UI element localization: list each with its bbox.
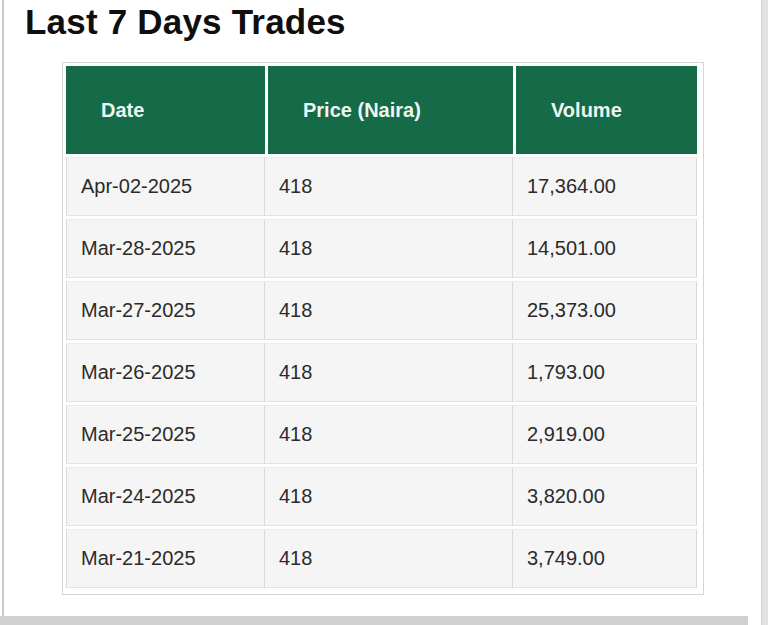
bottom-divider [0, 616, 748, 625]
cell-volume: 3,749.00 [513, 529, 697, 588]
cell-volume: 14,501.00 [513, 219, 697, 278]
table-row: Mar-27-202541825,373.00 [66, 281, 697, 340]
cell-date: Mar-24-2025 [66, 467, 265, 526]
table-row: Mar-25-20254182,919.00 [66, 405, 697, 464]
cell-price: 418 [265, 467, 513, 526]
table-row: Mar-24-20254183,820.00 [66, 467, 697, 526]
cell-volume: 1,793.00 [513, 343, 697, 402]
trades-table-body: Apr-02-202541817,364.00Mar-28-202541814,… [66, 157, 697, 588]
cell-date: Mar-26-2025 [66, 343, 265, 402]
cell-price: 418 [265, 157, 513, 216]
cell-volume: 25,373.00 [513, 281, 697, 340]
header-row: Date Price (Naira) Volume [66, 66, 697, 154]
cell-price: 418 [265, 405, 513, 464]
table-row: Mar-26-20254181,793.00 [66, 343, 697, 402]
column-header-volume: Volume [513, 66, 697, 154]
table-row: Mar-28-202541814,501.00 [66, 219, 697, 278]
vertical-scrollbar[interactable] [761, 0, 768, 625]
trades-table: Date Price (Naira) Volume Apr-02-2025418… [66, 63, 697, 591]
page-title: Last 7 Days Trades [25, 2, 346, 42]
cell-date: Mar-21-2025 [66, 529, 265, 588]
cell-date: Mar-28-2025 [66, 219, 265, 278]
column-header-price: Price (Naira) [265, 66, 513, 154]
cell-volume: 3,820.00 [513, 467, 697, 526]
cell-price: 418 [265, 343, 513, 402]
table-row: Mar-21-20254183,749.00 [66, 529, 697, 588]
trades-table-header: Date Price (Naira) Volume [66, 66, 697, 154]
cell-price: 418 [265, 281, 513, 340]
cell-price: 418 [265, 219, 513, 278]
left-edge-divider [2, 0, 4, 625]
cell-volume: 17,364.00 [513, 157, 697, 216]
cell-volume: 2,919.00 [513, 405, 697, 464]
cell-date: Mar-25-2025 [66, 405, 265, 464]
page: Last 7 Days Trades Date Price (Naira) Vo… [0, 0, 768, 625]
cell-date: Mar-27-2025 [66, 281, 265, 340]
table-row: Apr-02-202541817,364.00 [66, 157, 697, 216]
column-header-date: Date [66, 66, 265, 154]
trades-table-container: Date Price (Naira) Volume Apr-02-2025418… [62, 62, 704, 595]
cell-date: Apr-02-2025 [66, 157, 265, 216]
cell-price: 418 [265, 529, 513, 588]
